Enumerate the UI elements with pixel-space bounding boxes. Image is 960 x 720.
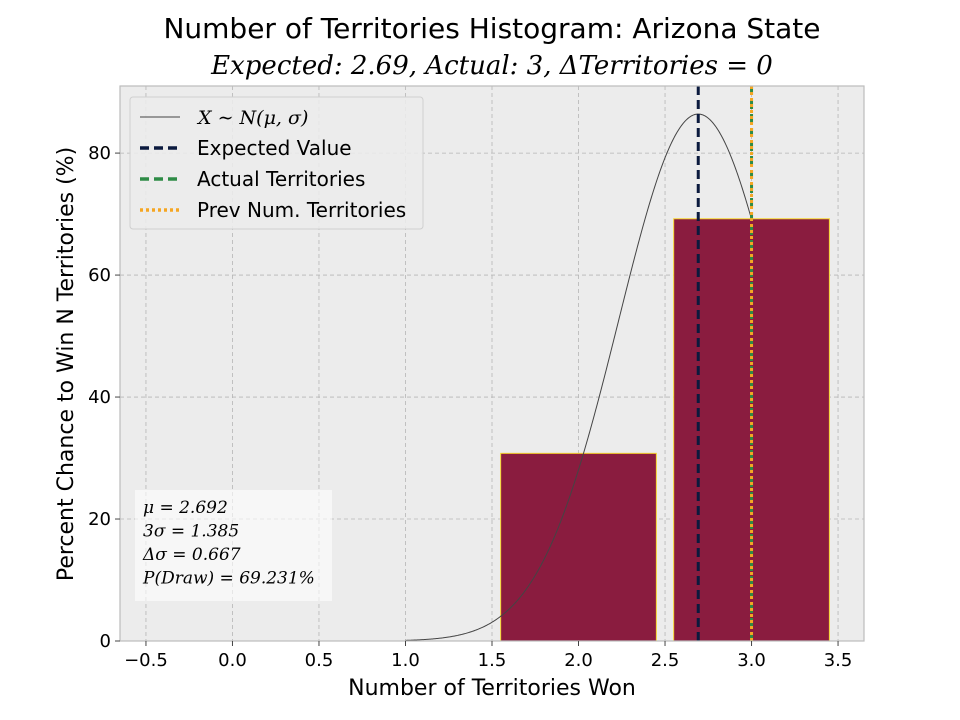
normal-distribution-curve [405, 113, 753, 641]
y-tick-label: 0 [100, 631, 111, 652]
x-axis-label: Number of Territories Won [348, 676, 636, 701]
legend-label: Expected Value [197, 136, 352, 160]
chart-subtitle: Expected: 2.69, Actual: 3, ΔTerritories … [210, 51, 773, 81]
x-tick-label: 3.5 [824, 650, 853, 671]
histogram-bar [500, 452, 657, 642]
y-tick-label: 80 [88, 143, 111, 164]
stats-box-background [135, 490, 332, 601]
stats-line: Δσ = 0.667 [142, 545, 241, 565]
x-tick-label: 0.5 [305, 650, 334, 671]
x-axis-ticks: −0.5 0.0 0.5 1.0 1.5 2.0 2.5 3.0 3.5 [124, 641, 852, 671]
y-axis-ticks: 0 20 40 60 80 [88, 143, 120, 652]
x-tick-label: 0.0 [218, 650, 247, 671]
x-tick-label: 2.5 [651, 650, 680, 671]
legend: X ∼ N(μ, σ) Expected Value Actual Territor… [129, 96, 424, 230]
stats-line: 3σ = 1.385 [143, 522, 239, 542]
y-tick-label: 60 [88, 265, 111, 286]
stats-box: μ = 2.692 3σ = 1.385 Δσ = 0.667 P(Draw) = 6… [135, 490, 332, 601]
legend-label: Prev Num. Territories [197, 198, 406, 222]
stats-line: P(Draw) = 69.231% [142, 569, 315, 589]
stats-line: μ = 2.692 [143, 498, 228, 518]
x-tick-label: −0.5 [124, 650, 168, 671]
chart-title: Number of Territories Histogram: Arizona… [163, 12, 820, 45]
legend-label: Actual Territories [197, 167, 365, 191]
y-axis-label: Percent Chance to Win N Territories (%) [54, 147, 79, 581]
y-tick-label: 20 [88, 509, 111, 530]
legend-label: X ∼ N(μ, σ) [196, 107, 308, 129]
y-tick-label: 40 [88, 387, 111, 408]
reference-lines [696, 86, 754, 641]
x-tick-label: 3.0 [737, 650, 766, 671]
x-tick-label: 2.0 [564, 650, 593, 671]
legend-box [129, 96, 424, 230]
x-tick-label: 1.0 [391, 650, 420, 671]
x-tick-label: 1.5 [478, 650, 507, 671]
